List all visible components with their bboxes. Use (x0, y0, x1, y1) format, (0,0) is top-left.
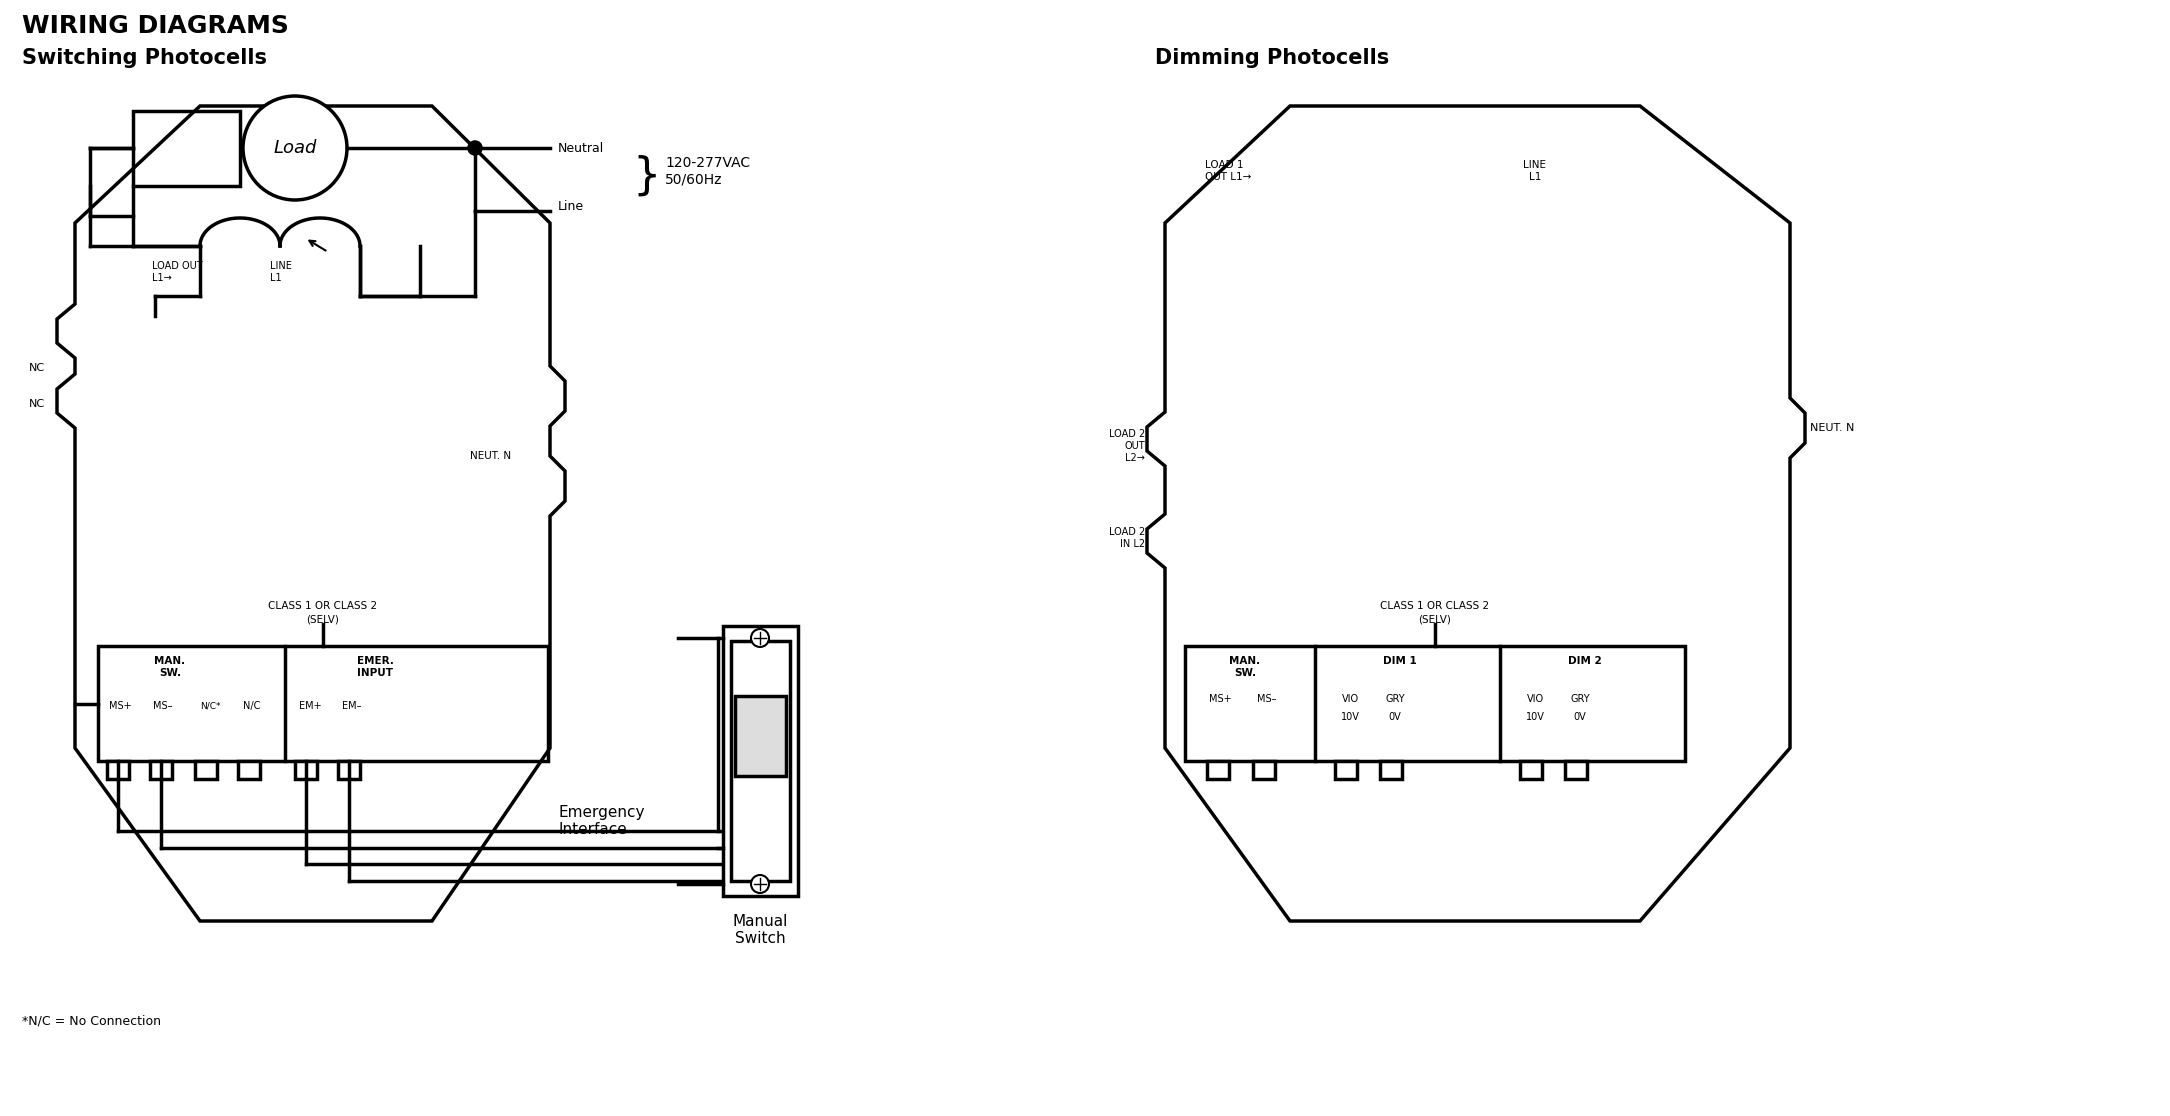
Text: CLASS 1 OR CLASS 2: CLASS 1 OR CLASS 2 (1380, 602, 1489, 610)
Bar (295, 761, 317, 779)
Bar (106, 761, 128, 779)
Text: Dimming Photocells: Dimming Photocells (1154, 48, 1389, 68)
Text: Emergency
Interface: Emergency Interface (558, 805, 644, 837)
Text: EMER.
INPUT: EMER. INPUT (356, 656, 393, 677)
Text: N/C*: N/C* (200, 702, 219, 711)
Bar (1185, 646, 1684, 761)
Text: LINE
L1: LINE L1 (269, 261, 293, 282)
Bar (150, 761, 171, 779)
Text: (SELV): (SELV) (1419, 614, 1452, 624)
Text: GRY: GRY (1384, 694, 1404, 704)
Bar (132, 110, 241, 186)
Text: VIO: VIO (1341, 694, 1358, 704)
Bar (195, 761, 217, 779)
Text: 0V: 0V (1573, 712, 1586, 722)
Text: LOAD 2
IN L2: LOAD 2 IN L2 (1109, 527, 1146, 549)
Text: LOAD 1
OUT L1→: LOAD 1 OUT L1→ (1204, 161, 1252, 182)
Text: Neutral: Neutral (558, 142, 603, 154)
Bar (1565, 761, 1586, 779)
Bar (1252, 761, 1276, 779)
Text: Load: Load (273, 140, 317, 157)
Circle shape (751, 875, 768, 893)
Text: MS+: MS+ (108, 701, 132, 711)
Text: 10V: 10V (1341, 712, 1358, 722)
Text: EM+: EM+ (299, 701, 321, 711)
Text: MAN.
SW.: MAN. SW. (1230, 656, 1261, 677)
Bar (339, 761, 360, 779)
Bar (723, 626, 799, 896)
Text: LOAD 2
OUT
L2→: LOAD 2 OUT L2→ (1109, 430, 1146, 463)
Bar (731, 641, 790, 881)
Text: LOAD OUT
L1→: LOAD OUT L1→ (152, 261, 202, 282)
Bar (239, 761, 260, 779)
Bar (98, 646, 549, 761)
Text: NC: NC (28, 363, 46, 373)
Text: CLASS 1 OR CLASS 2: CLASS 1 OR CLASS 2 (269, 602, 378, 610)
Text: N/C: N/C (243, 701, 260, 711)
Text: 0V: 0V (1389, 712, 1402, 722)
Text: VIO: VIO (1526, 694, 1543, 704)
Text: LINE
L1: LINE L1 (1523, 161, 1547, 182)
Bar (1519, 761, 1543, 779)
Text: }: } (631, 154, 660, 198)
Text: Line: Line (558, 200, 584, 212)
Text: MAN.
SW.: MAN. SW. (154, 656, 187, 677)
Text: NC: NC (28, 400, 46, 408)
Bar (1207, 761, 1228, 779)
Text: Manual
Switch: Manual Switch (731, 914, 788, 946)
Text: MS+: MS+ (1209, 694, 1230, 704)
Text: 120-277VAC
50/60Hz: 120-277VAC 50/60Hz (664, 156, 751, 186)
Text: NEUT. N: NEUT. N (471, 451, 512, 461)
Text: EM–: EM– (343, 701, 362, 711)
Text: DIM 2: DIM 2 (1569, 656, 1601, 666)
Bar (736, 696, 786, 776)
Text: Switching Photocells: Switching Photocells (22, 48, 267, 68)
Circle shape (751, 629, 768, 647)
Text: DIM 1: DIM 1 (1382, 656, 1417, 666)
Text: GRY: GRY (1571, 694, 1591, 704)
Text: (SELV): (SELV) (306, 614, 339, 624)
Text: MS–: MS– (154, 701, 174, 711)
Text: NEUT. N: NEUT. N (1810, 423, 1855, 433)
Text: 10V: 10V (1526, 712, 1545, 722)
Text: WIRING DIAGRAMS: WIRING DIAGRAMS (22, 15, 289, 38)
Bar (1380, 761, 1402, 779)
Text: *N/C = No Connection: *N/C = No Connection (22, 1014, 161, 1028)
Text: MS–: MS– (1256, 694, 1276, 704)
Circle shape (243, 96, 347, 200)
Bar (1335, 761, 1356, 779)
Circle shape (469, 142, 482, 154)
